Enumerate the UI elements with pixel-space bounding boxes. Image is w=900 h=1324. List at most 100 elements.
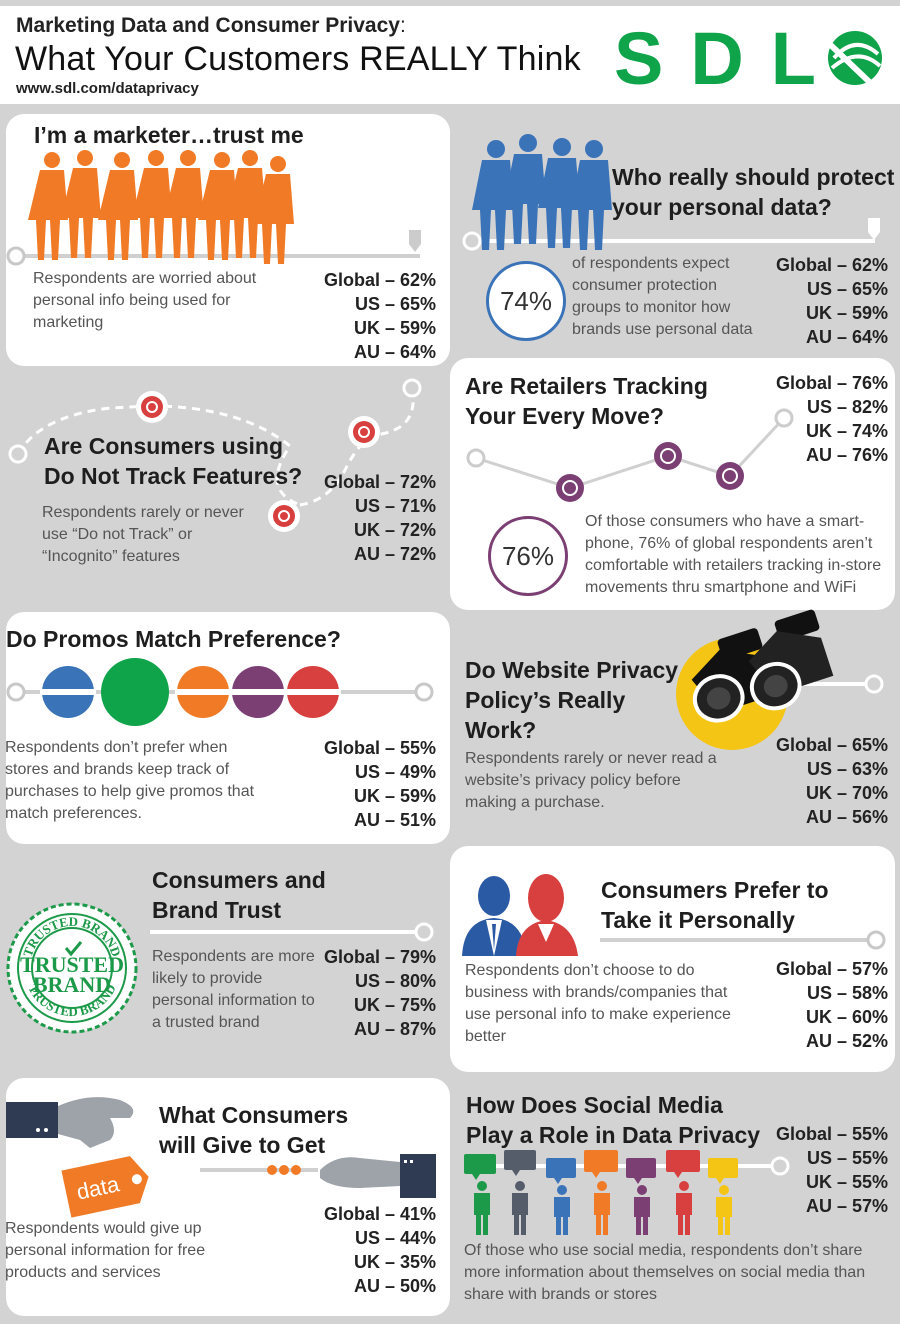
stamp-mid-text-1: TRUSTED bbox=[20, 952, 124, 977]
protect-graphic bbox=[462, 134, 880, 251]
orange-bubble-icon bbox=[175, 666, 231, 718]
protect-description: of respondents expect consumer protectio… bbox=[572, 255, 753, 338]
personally-description: Respondents don’t choose to do business … bbox=[465, 962, 731, 1045]
marketer-description: Respondents are worried about personal i… bbox=[33, 270, 257, 331]
stat-au: AU – 50% bbox=[353, 1276, 436, 1296]
orange-business-people-icon bbox=[28, 150, 294, 264]
blue-bubble-icon bbox=[40, 666, 96, 718]
trust-graphic: TRUSTED BRAND TRUSTED BRAND TRUSTED BRAN… bbox=[6, 902, 434, 1034]
marketer-stats: Global – 62% US – 65% UK – 59% AU – 64% bbox=[300, 268, 436, 364]
protect-stats: Global – 62% US – 65% UK – 59% AU – 64% bbox=[752, 253, 888, 349]
givetoget-stats: Global – 41% US – 44% UK – 35% AU – 50% bbox=[300, 1202, 436, 1298]
privacy-stats: Global – 65% US – 63% UK – 70% AU – 56% bbox=[752, 733, 888, 829]
logo-letters: SDL bbox=[614, 17, 814, 100]
purple-speech-person-icon bbox=[626, 1158, 656, 1235]
purple-bubble-icon bbox=[230, 666, 286, 718]
data-tag-icon: data bbox=[61, 1156, 149, 1218]
promos-description: Respondents don’t prefer when stores and… bbox=[5, 739, 255, 822]
gray-speech-person-icon bbox=[504, 1150, 536, 1235]
privacy-title: Do Website Privacy Policy’s Really Work? bbox=[465, 657, 679, 743]
card-personally bbox=[450, 846, 895, 1072]
stat-au: AU – 57% bbox=[805, 1196, 888, 1216]
card-promos bbox=[6, 612, 450, 844]
retailers-percent-circle: 76% bbox=[488, 516, 568, 596]
givetoget-graphic: data bbox=[6, 1097, 436, 1218]
sdl-logo-graphic: SDL bbox=[614, 17, 885, 100]
stat-au: AU – 87% bbox=[353, 1019, 436, 1039]
track-marker-icon bbox=[136, 391, 168, 423]
personally-stats: Global – 57% US – 58% UK – 60% AU – 52% bbox=[752, 957, 888, 1053]
protect-title: Who really should protect your personal … bbox=[612, 164, 895, 220]
privacy-graphic bbox=[676, 609, 884, 750]
header-subtitle: What Your Customers REALLY Think bbox=[15, 40, 581, 78]
givetoget-title: What Consumers will Give to Get bbox=[159, 1102, 349, 1158]
stat-uk: UK – 59% bbox=[353, 318, 436, 338]
retailers-stats: Global – 76% US – 82% UK – 74% AU – 76% bbox=[752, 371, 888, 467]
retailers-graphic bbox=[466, 408, 794, 502]
stat-global: Global – 57% bbox=[775, 959, 888, 979]
green-bubble-icon bbox=[101, 658, 169, 726]
stat-uk: UK – 59% bbox=[805, 303, 888, 323]
promos-graphic bbox=[6, 658, 434, 726]
red-bubble-icon bbox=[285, 666, 341, 718]
marketer-title: I’m a marketer…trust me bbox=[34, 122, 304, 148]
stat-global: Global – 62% bbox=[775, 255, 888, 275]
stat-au: AU – 64% bbox=[805, 327, 888, 347]
stat-au: AU – 56% bbox=[805, 807, 888, 827]
stat-us: US – 55% bbox=[806, 1148, 888, 1168]
donottrack-stats: Global – 72% US – 71% UK – 72% AU – 72% bbox=[300, 470, 436, 566]
stat-global: Global – 79% bbox=[323, 947, 436, 967]
stat-au: AU – 64% bbox=[353, 342, 436, 362]
personally-title: Consumers Prefer to Take it Personally bbox=[601, 877, 829, 933]
social-title: How Does Social Media Play a Role in Dat… bbox=[466, 1092, 761, 1148]
trust-stats: Global – 79% US – 80% UK – 75% AU – 87% bbox=[300, 945, 436, 1041]
stat-uk: UK – 72% bbox=[353, 520, 436, 540]
social-stats: Global – 55% US – 55% UK – 55% AU – 57% bbox=[752, 1122, 888, 1218]
stat-us: US – 65% bbox=[806, 279, 888, 299]
stat-us: US – 65% bbox=[354, 294, 436, 314]
green-speech-person-icon bbox=[464, 1154, 496, 1235]
stat-uk: UK – 60% bbox=[805, 1007, 888, 1027]
stat-us: US – 44% bbox=[354, 1228, 436, 1248]
stat-global: Global – 55% bbox=[775, 1124, 888, 1144]
stat-uk: UK – 75% bbox=[353, 995, 436, 1015]
stat-uk: UK – 74% bbox=[805, 421, 888, 441]
stat-uk: UK – 59% bbox=[353, 786, 436, 806]
stat-us: US – 63% bbox=[806, 759, 888, 779]
stat-us: US – 80% bbox=[354, 971, 436, 991]
stat-uk: UK – 70% bbox=[805, 783, 888, 803]
stat-global: Global – 41% bbox=[323, 1204, 436, 1224]
trusted-brand-stamp-icon: TRUSTED BRAND TRUSTED BRAND TRUSTED BRAN… bbox=[6, 902, 138, 1034]
privacy-description: Respondents rarely or never read a websi… bbox=[465, 750, 717, 811]
social-description: Of those who use social media, responden… bbox=[464, 1242, 866, 1303]
stat-uk: UK – 35% bbox=[353, 1252, 436, 1272]
header-url[interactable]: www.sdl.com/dataprivacy bbox=[16, 80, 199, 97]
marketer-graphic bbox=[6, 150, 421, 266]
stat-global: Global – 76% bbox=[775, 373, 888, 393]
receiving-hand-icon bbox=[320, 1154, 436, 1198]
red-speech-person-icon bbox=[666, 1150, 700, 1235]
stat-global: Global – 72% bbox=[323, 472, 436, 492]
top-border bbox=[0, 0, 900, 6]
stat-us: US – 71% bbox=[354, 496, 436, 516]
man-woman-icon bbox=[462, 874, 578, 956]
stat-au: AU – 51% bbox=[353, 810, 436, 830]
giving-hand-icon bbox=[6, 1097, 134, 1148]
stat-au: AU – 52% bbox=[805, 1031, 888, 1051]
personally-graphic bbox=[462, 874, 886, 956]
donottrack-graphic bbox=[8, 378, 422, 532]
donottrack-description: Respondents rarely or never use “Do not … bbox=[42, 504, 244, 565]
track-marker-icon bbox=[716, 462, 744, 490]
sdl-logo: SDL bbox=[612, 17, 892, 100]
binoculars-icon bbox=[691, 609, 834, 723]
stat-global: Global – 62% bbox=[323, 270, 436, 290]
protect-percent-circle: 74% bbox=[486, 261, 566, 341]
trust-title: Consumers and Brand Trust bbox=[152, 867, 326, 923]
stat-global: Global – 55% bbox=[323, 738, 436, 758]
promos-stats: Global – 55% US – 49% UK – 59% AU – 51% bbox=[300, 736, 436, 832]
stat-global: Global – 65% bbox=[775, 735, 888, 755]
track-marker-icon bbox=[556, 474, 584, 502]
retailers-description: Of those consumers who have a smart-phon… bbox=[585, 513, 882, 596]
promos-title: Do Promos Match Preference? bbox=[6, 626, 341, 652]
orange-speech-person-icon bbox=[584, 1150, 618, 1235]
